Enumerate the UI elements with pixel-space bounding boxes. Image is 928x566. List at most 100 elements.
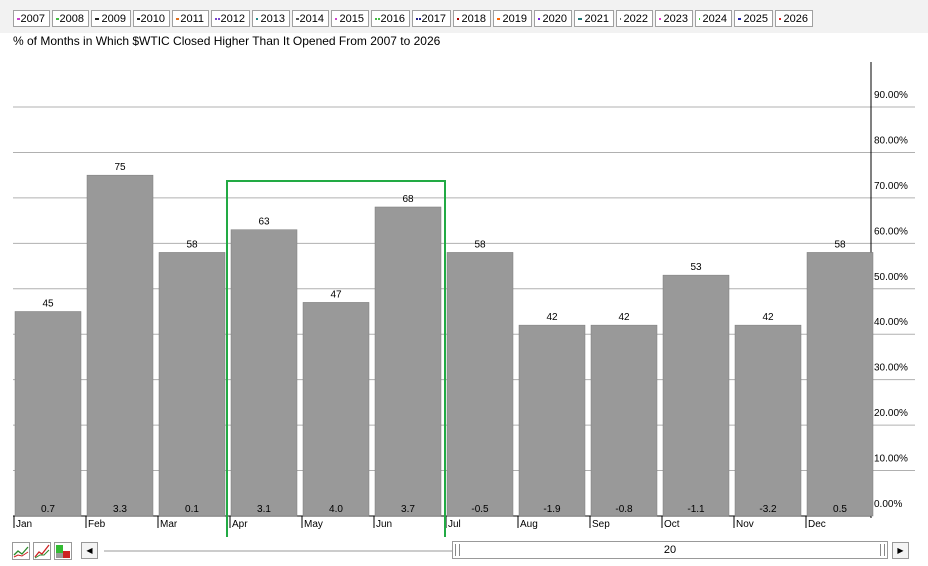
legend-item-2026[interactable]: 2026 [775,10,813,27]
legend-swatch [176,17,178,20]
legend-label: 2025 [743,12,768,25]
line-chart-icon[interactable] [12,542,30,560]
bar-value-label: 63 [258,217,270,228]
legend-label: 2013 [260,12,285,25]
bar[interactable] [14,311,82,517]
y-tick-label: 20.00% [874,408,908,419]
legend-swatch [779,17,781,20]
legend-item-2021[interactable]: 2021 [574,10,614,27]
legend-item-2023[interactable]: 2023 [655,10,693,27]
avg-change-label: 0.7 [41,504,55,515]
legend-swatch [538,17,540,20]
bar[interactable] [86,174,154,517]
x-tick-label: Jul [448,519,461,530]
bar[interactable] [374,206,442,517]
avg-change-label: 3.3 [113,504,127,515]
scroll-track[interactable] [104,550,452,552]
legend-item-2012[interactable]: 2012 [211,10,250,27]
bar[interactable] [302,302,370,517]
y-tick-label: 30.00% [874,363,908,374]
legend-swatch [416,17,419,20]
avg-change-label: -1.9 [543,504,561,515]
chart-title: % of Months in Which $WTIC Closed Higher… [13,34,441,48]
scroll-left-button[interactable]: ◀ [81,542,98,559]
bar[interactable] [734,324,802,517]
legend-item-2014[interactable]: 2014 [292,10,329,27]
legend-item-2010[interactable]: 2010 [133,10,170,27]
legend-item-2019[interactable]: 2019 [493,10,532,27]
y-tick-label: 10.00% [874,454,908,465]
legend-label: 2011 [180,12,204,25]
x-tick-label: Sep [592,519,610,530]
legend-swatch [335,17,337,20]
legend-label: 2024 [702,12,727,25]
legend-item-2025[interactable]: 2025 [734,10,773,27]
avg-change-label: -1.1 [687,504,705,515]
legend-label: 2022 [623,12,648,25]
legend-label: 2023 [663,12,688,25]
period-slider[interactable]: 20 [452,541,888,559]
legend-swatch [56,17,57,20]
legend-label: 2008 [59,12,84,25]
bar[interactable] [590,324,658,517]
legend-bar: 2007 2008 2009 2010 2011 2012 2013 2014 2015 2016… [0,0,928,33]
seasonality-bars-icon[interactable] [54,542,72,560]
x-tick-label: Feb [88,519,106,530]
legend-item-2017[interactable]: 2017 [412,10,451,27]
bar[interactable] [806,252,874,517]
avg-change-label: -3.2 [759,504,777,515]
legend-swatch [256,17,258,20]
bar-value-label: 53 [690,262,702,273]
y-tick-label: 90.00% [874,90,908,101]
legend-item-2009[interactable]: 2009 [91,10,131,27]
bar-value-label: 58 [834,239,846,250]
legend-item-2007[interactable]: 2007 [13,10,50,27]
legend-label: 2026 [783,12,808,25]
legend-item-2015[interactable]: 2015 [331,10,369,27]
bar[interactable] [662,274,730,517]
legend-item-2008[interactable]: 2008 [52,10,89,27]
performance-chart-icon[interactable] [33,542,51,560]
x-tick-label: Dec [808,519,826,530]
x-tick-label: Aug [520,519,538,530]
legend-label: 2009 [101,12,126,25]
legend-item-2022[interactable]: 2022 [616,10,653,27]
legend-label: 2010 [140,12,165,25]
legend-item-2011[interactable]: 2011 [172,10,209,27]
legend-label: 2014 [299,12,324,25]
bar-value-label: 42 [762,312,774,323]
bar-value-label: 75 [114,162,126,173]
scroll-right-button[interactable]: ▶ [892,542,909,559]
legend-item-2013[interactable]: 2013 [252,10,290,27]
slider-grip-left[interactable] [455,544,460,556]
y-tick-label: 60.00% [874,226,908,237]
bar[interactable] [230,229,298,517]
bar[interactable] [158,252,226,517]
seasonality-chart: 0.00% 10.00% 20.00% 30.00% 40.00% 50.00% 60.00… [13,62,915,537]
bar[interactable] [446,252,514,517]
highlight-box [226,180,446,537]
legend-label: 2015 [339,12,364,25]
bar-value-label: 68 [402,194,414,205]
legend-item-2024[interactable]: 2024 [695,10,732,27]
legend-item-2016[interactable]: 2016 [371,10,410,27]
legend-label: 2012 [220,12,245,25]
avg-change-label: 0.5 [833,504,847,515]
legend-swatch [620,17,621,20]
legend-swatch [497,17,500,20]
legend-label: 2021 [584,12,609,25]
bar[interactable] [518,324,586,517]
legend-item-2020[interactable]: 2020 [534,10,572,27]
legend-swatch [699,17,700,20]
y-tick-label: 80.00% [874,135,908,146]
bar-value-label: 45 [42,299,54,310]
avg-change-label: 3.1 [257,504,271,515]
legend-swatch [659,17,661,20]
x-tick-label: May [304,519,323,530]
legend-item-2018[interactable]: 2018 [453,10,491,27]
y-tick-label: 70.00% [874,181,908,192]
bar-value-label: 58 [474,239,486,250]
avg-change-label: -0.5 [471,504,489,515]
period-value: 20 [663,544,677,556]
slider-grip-right[interactable] [880,544,885,556]
